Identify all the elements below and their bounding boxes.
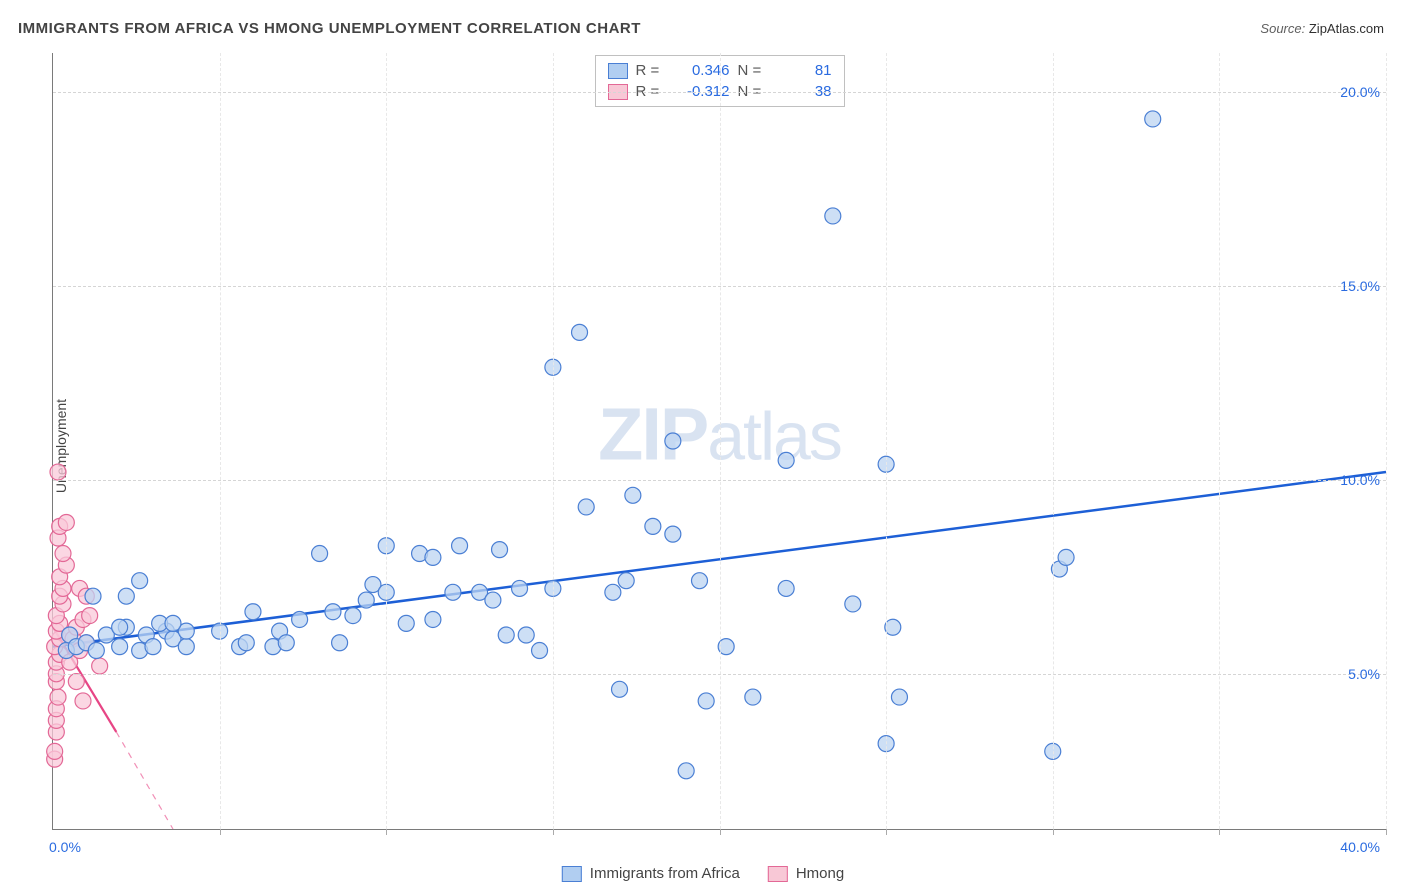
gridline-v — [1053, 53, 1054, 829]
x-tick-mark — [1219, 829, 1220, 835]
swatch-blue-icon — [562, 866, 582, 882]
x-tick-mark — [1053, 829, 1054, 835]
x-tick-mark — [553, 829, 554, 835]
gridline-v — [720, 53, 721, 829]
legend-item-blue: Immigrants from Africa — [562, 865, 740, 882]
y-tick-label: 20.0% — [1340, 84, 1380, 100]
x-tick-mark — [220, 829, 221, 835]
gridline-v — [220, 53, 221, 829]
y-tick-label: 5.0% — [1348, 666, 1380, 682]
gridline-v — [386, 53, 387, 829]
source-label: Source: — [1260, 21, 1305, 36]
series-legend: Immigrants from Africa Hmong — [562, 865, 844, 882]
header: IMMIGRANTS FROM AFRICA VS HMONG UNEMPLOY… — [18, 20, 1384, 37]
gridline-v — [553, 53, 554, 829]
gridline-v — [1219, 53, 1220, 829]
x-tick-mark — [1386, 829, 1387, 835]
gridline-v — [1386, 53, 1387, 829]
source-attribution: Source: ZipAtlas.com — [1260, 21, 1384, 36]
gridline-v — [886, 53, 887, 829]
x-tick-max: 40.0% — [1340, 839, 1380, 855]
scatter-chart: ZIPatlas R = 0.346 N = 81 R = -0.312 N =… — [52, 53, 1386, 830]
legend-item-pink: Hmong — [768, 865, 844, 882]
chart-title: IMMIGRANTS FROM AFRICA VS HMONG UNEMPLOY… — [18, 20, 641, 37]
x-tick-min: 0.0% — [49, 839, 81, 855]
y-tick-label: 15.0% — [1340, 278, 1380, 294]
x-tick-mark — [886, 829, 887, 835]
y-tick-label: 10.0% — [1340, 472, 1380, 488]
x-tick-mark — [386, 829, 387, 835]
swatch-pink-icon — [768, 866, 788, 882]
x-tick-mark — [720, 829, 721, 835]
source-value: ZipAtlas.com — [1309, 21, 1384, 36]
